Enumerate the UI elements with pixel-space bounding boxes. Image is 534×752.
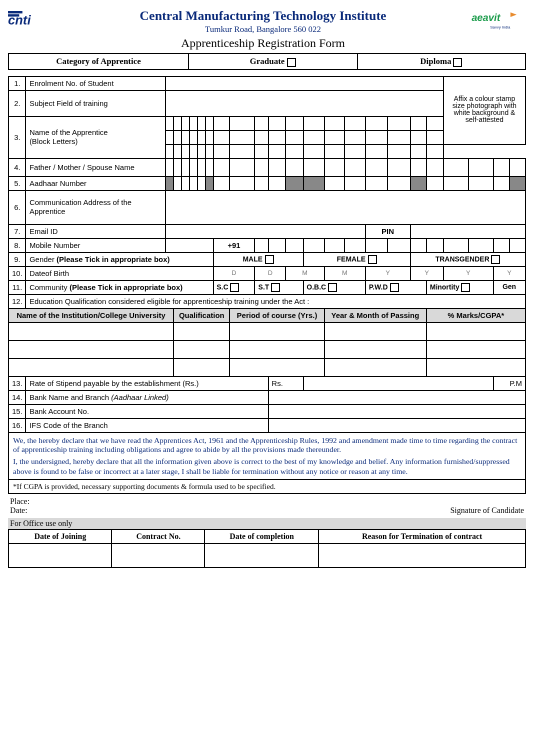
row-num: 13. [9,376,26,390]
edu-col-period: Period of course (Yrs.) [230,308,324,322]
comm-sc[interactable]: S.C [213,280,255,294]
gender-male[interactable]: MALE [213,252,303,266]
checkbox-icon[interactable] [287,58,296,67]
row-num: 3. [9,116,26,158]
row-num: 7. [9,224,26,238]
edu-col-year: Year & Month of Passing [324,308,426,322]
office-col-contract: Contract No. [112,530,205,544]
row-num: 2. [9,90,26,116]
prefix-label: +91 [213,238,255,252]
row-label: Subject Field of training [26,90,166,116]
office-bar: For Office use only [8,518,526,529]
checkbox-icon[interactable] [491,255,500,264]
form-title: Apprenticeship Registration Form [62,36,464,51]
row-label: Mobile Number [26,238,166,252]
signature-label: Signature of Candidate [450,506,524,515]
signature-row: Place: Date: Signature of Candidate [8,494,526,518]
row-num: 8. [9,238,26,252]
row-label: Father / Mother / Spouse Name [26,158,166,176]
comm-obc[interactable]: O.B.C [303,280,365,294]
cgpa-note: *If CGPA is provided, necessary supporti… [8,480,526,494]
row-label: Email ID [26,224,166,238]
office-col-completion: Date of completion [205,530,319,544]
row-num: 16. [9,418,26,432]
field-subject[interactable] [166,90,443,116]
category-graduate[interactable]: Graduate [189,54,358,69]
place-label: Place: [10,497,30,506]
svg-text:Savvy India: Savvy India [490,25,511,30]
row-label: Name of the Apprentice (Block Letters) [26,116,166,158]
row-label: Bank Name and Branch (Aadhaar Linked) [26,390,268,404]
row-label: Dateof Birth [26,266,213,280]
institute-name: Central Manufacturing Technology Institu… [62,8,464,24]
edu-col-inst: Name of the Institution/College Universi… [9,308,174,322]
declaration-p1: We, the hereby declare that we have read… [13,436,521,455]
edu-col-qual: Qualification [173,308,229,322]
logo-left: cnti [8,8,56,34]
checkbox-icon[interactable] [328,283,337,292]
row-label: Community (Please Tick in appropriate bo… [26,280,213,294]
field-pin[interactable] [410,224,525,238]
category-label: Category of Apprentice [9,54,189,69]
checkbox-icon[interactable] [230,283,239,292]
row-num: 11. [9,280,26,294]
svg-text:aeavit: aeavit [472,13,501,24]
row-label: Rate of Stipend payable by the establish… [26,376,268,390]
checkbox-icon[interactable] [271,283,280,292]
row-label: Aadhaar Number [26,176,166,190]
office-table: Date of Joining Contract No. Date of com… [8,529,526,568]
row-num: 1. [9,76,26,90]
gender-female[interactable]: FEMALE [303,252,410,266]
field-bank[interactable] [268,390,525,404]
comm-min[interactable]: Minortity [426,280,493,294]
row-num: 4. [9,158,26,176]
row-num: 10. [9,266,26,280]
declaration-p2: I, the undersigned, hereby declare that … [13,457,521,476]
row-label: Gender (Please Tick in appropriate box) [26,252,213,266]
row-label: Education Qualification considered eligi… [26,294,526,308]
field-ifs[interactable] [268,418,525,432]
institute-address: Tumkur Road, Bangalore 560 022 [62,24,464,34]
checkbox-icon[interactable] [265,255,274,264]
row-num: 6. [9,190,26,224]
field-address[interactable] [166,190,526,224]
gender-trans[interactable]: TRANSGENDER [410,252,525,266]
comm-gen[interactable]: Gen [493,280,525,294]
office-col-doj: Date of Joining [9,530,112,544]
form-table: 1. Enrolment No. of Student Affix a colo… [8,76,526,433]
declaration: We, the hereby declare that we have read… [8,433,526,481]
office-col-reason: Reason for Termination of contract [319,530,526,544]
category-diploma[interactable]: Diploma [358,54,526,69]
logo-right: aeavitSavvy India [470,8,526,34]
pm-label: P.M [493,376,525,390]
checkbox-icon[interactable] [461,283,470,292]
header-center: Central Manufacturing Technology Institu… [62,8,464,51]
row-label: Communication Address of the Apprentice [26,190,166,224]
field-enrolment[interactable] [166,76,443,90]
date-label: Date: [10,506,30,515]
comm-pwd[interactable]: P.W.D [365,280,426,294]
field-account[interactable] [268,404,525,418]
checkbox-icon[interactable] [368,255,377,264]
edu-col-marks: % Marks/CGPA* [426,308,525,322]
pin-label: PIN [365,224,410,238]
comm-st[interactable]: S.T [255,280,303,294]
row-label: Enrolment No. of Student [26,76,166,90]
row-num: 12. [9,294,26,308]
row-label: IFS Code of the Branch [26,418,268,432]
row-num: 9. [9,252,26,266]
checkbox-icon[interactable] [390,283,399,292]
category-row: Category of Apprentice Graduate Diploma [8,53,526,70]
header: cnti Central Manufacturing Technology In… [8,8,526,51]
row-label: Bank Account No. [26,404,268,418]
field-blank[interactable] [166,238,213,252]
photo-box: Affix a colour stamp size photograph wit… [443,76,525,144]
checkbox-icon[interactable] [453,58,462,67]
field-stipend[interactable] [303,376,493,390]
row-num: 14. [9,390,26,404]
rs-label: Rs. [268,376,303,390]
field-email[interactable] [166,224,365,238]
row-num: 15. [9,404,26,418]
row-num: 5. [9,176,26,190]
